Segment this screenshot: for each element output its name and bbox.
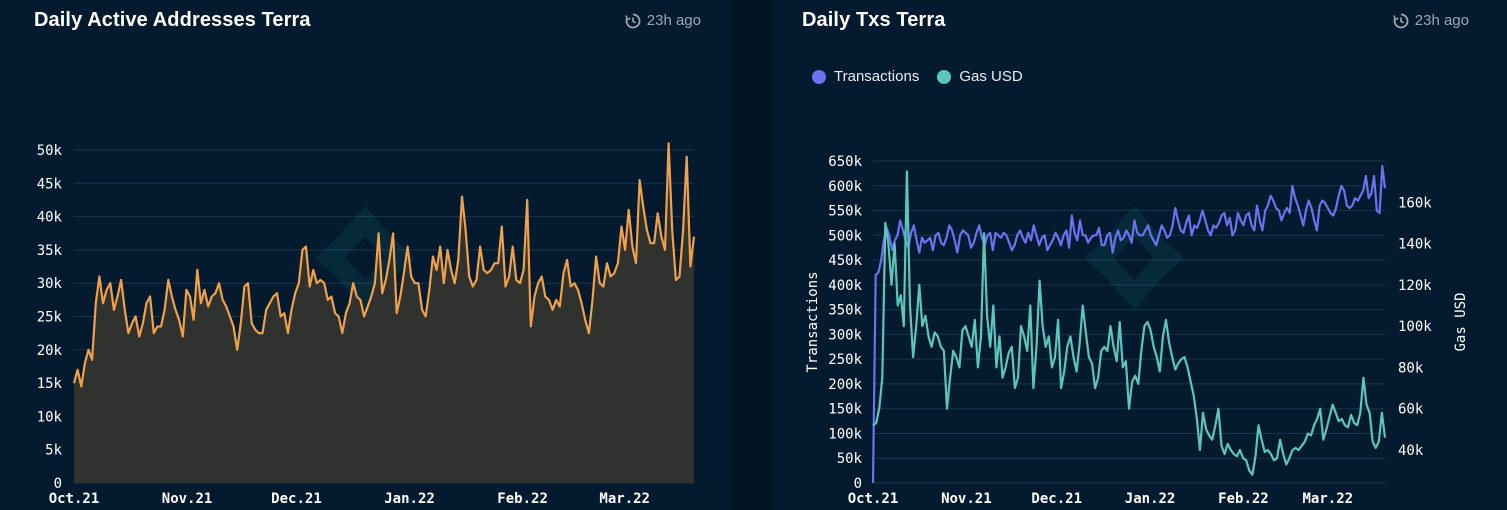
y-tick-label: 250k [828, 352, 862, 368]
last-updated-text: 23h ago [1414, 12, 1469, 29]
y-tick-label: 600k [828, 179, 862, 195]
x-tick-label: Nov.21 [162, 491, 213, 507]
chart-title: Daily Txs Terra [802, 9, 946, 31]
refresh-clock-icon [1393, 13, 1409, 28]
y2-tick-label: 80k [1398, 360, 1424, 376]
series-line-gas-usd [872, 170, 1387, 476]
active-addresses-chart: 0 5k 10k 15k 20k 25k 30k 35k 40k 45k 50k Oct.21 Nov.… [37, 142, 696, 507]
x-tick-label: Dec.21 [271, 491, 322, 507]
panel-daily-txs: Daily Txs Terra 23h ago Transactions Gas… [772, 0, 1507, 510]
y2-tick-label: 140k [1398, 237, 1432, 253]
x-tick-label: Feb.22 [1218, 491, 1269, 507]
last-updated: 23h ago [625, 12, 701, 29]
y-tick-label: 400k [828, 278, 862, 294]
y-tick-label: 300k [828, 327, 862, 343]
y2-tick-label: 60k [1398, 402, 1424, 418]
series-line [72, 142, 696, 388]
x-tick-label: Jan.22 [1125, 491, 1176, 507]
y2-tick-label: 40k [1398, 443, 1424, 459]
x-tick-label: Jan.22 [384, 491, 435, 507]
y-tick-label: 35k [37, 243, 63, 259]
y-tick-label: 45k [37, 176, 63, 192]
series-area [74, 143, 694, 484]
y-tick-label: 25k [37, 310, 63, 326]
y2-tick-label: 120k [1398, 278, 1432, 294]
y-tick-label: 100k [828, 426, 862, 442]
x-tick-label: Oct.21 [49, 491, 100, 507]
legend-swatch [937, 69, 952, 84]
series-line-transactions [871, 164, 1387, 484]
y-tick-label: 550k [828, 204, 862, 220]
x-tick-label: Mar.22 [1302, 491, 1353, 507]
y-tick-label: 5k [45, 443, 62, 459]
x-tick-label: Mar.22 [599, 491, 650, 507]
chart-legend[interactable]: Transactions Gas USD [812, 68, 1023, 85]
y-tick-label: 0 [54, 476, 62, 492]
x-tick-label: Dec.21 [1031, 491, 1082, 507]
y2-tick-label: 100k [1398, 319, 1432, 335]
daily-txs-chart: 0 50k 100k 150k 200k 250k 300k 350k 400k 450k 500k… [805, 154, 1469, 507]
y-tick-label: 200k [828, 377, 862, 393]
y-tick-label: 10k [37, 409, 63, 425]
refresh-clock-icon [625, 13, 641, 28]
y-tick-label: 30k [37, 276, 63, 292]
y2-axis-label: Gas USD [1453, 292, 1469, 351]
y-tick-label: 15k [37, 376, 63, 392]
y-tick-label: 20k [37, 343, 63, 359]
legend-item-gas-usd[interactable]: Gas USD [937, 68, 1023, 85]
y-tick-label: 50k [837, 451, 863, 467]
y-tick-label: 500k [828, 228, 862, 244]
legend-item-transactions[interactable]: Transactions [812, 68, 919, 85]
x-tick-label: Nov.21 [941, 491, 992, 507]
y-tick-label: 650k [828, 154, 862, 170]
x-tick-label: Oct.21 [848, 491, 899, 507]
y-tick-label: 450k [828, 253, 862, 269]
y-tick-label: 0 [854, 476, 862, 492]
y-tick-label: 40k [37, 210, 63, 226]
legend-swatch [812, 69, 826, 84]
last-updated-text: 23h ago [646, 12, 701, 29]
legend-label: Transactions [834, 68, 920, 85]
x-tick-label: Feb.22 [497, 491, 548, 507]
legend-label: Gas USD [959, 68, 1023, 85]
panel-daily-active-addresses: Daily Active Addresses Terra 23h ago 0 5k… [0, 0, 732, 510]
last-updated: 23h ago [1393, 12, 1469, 29]
y-tick-label: 350k [828, 303, 862, 319]
y-tick-label: 150k [828, 402, 862, 418]
chart-title: Daily Active Addresses Terra [34, 9, 311, 31]
y-axis-label: Transactions [805, 271, 821, 372]
y-tick-label: 50k [37, 143, 63, 159]
y2-tick-label: 160k [1398, 195, 1432, 211]
